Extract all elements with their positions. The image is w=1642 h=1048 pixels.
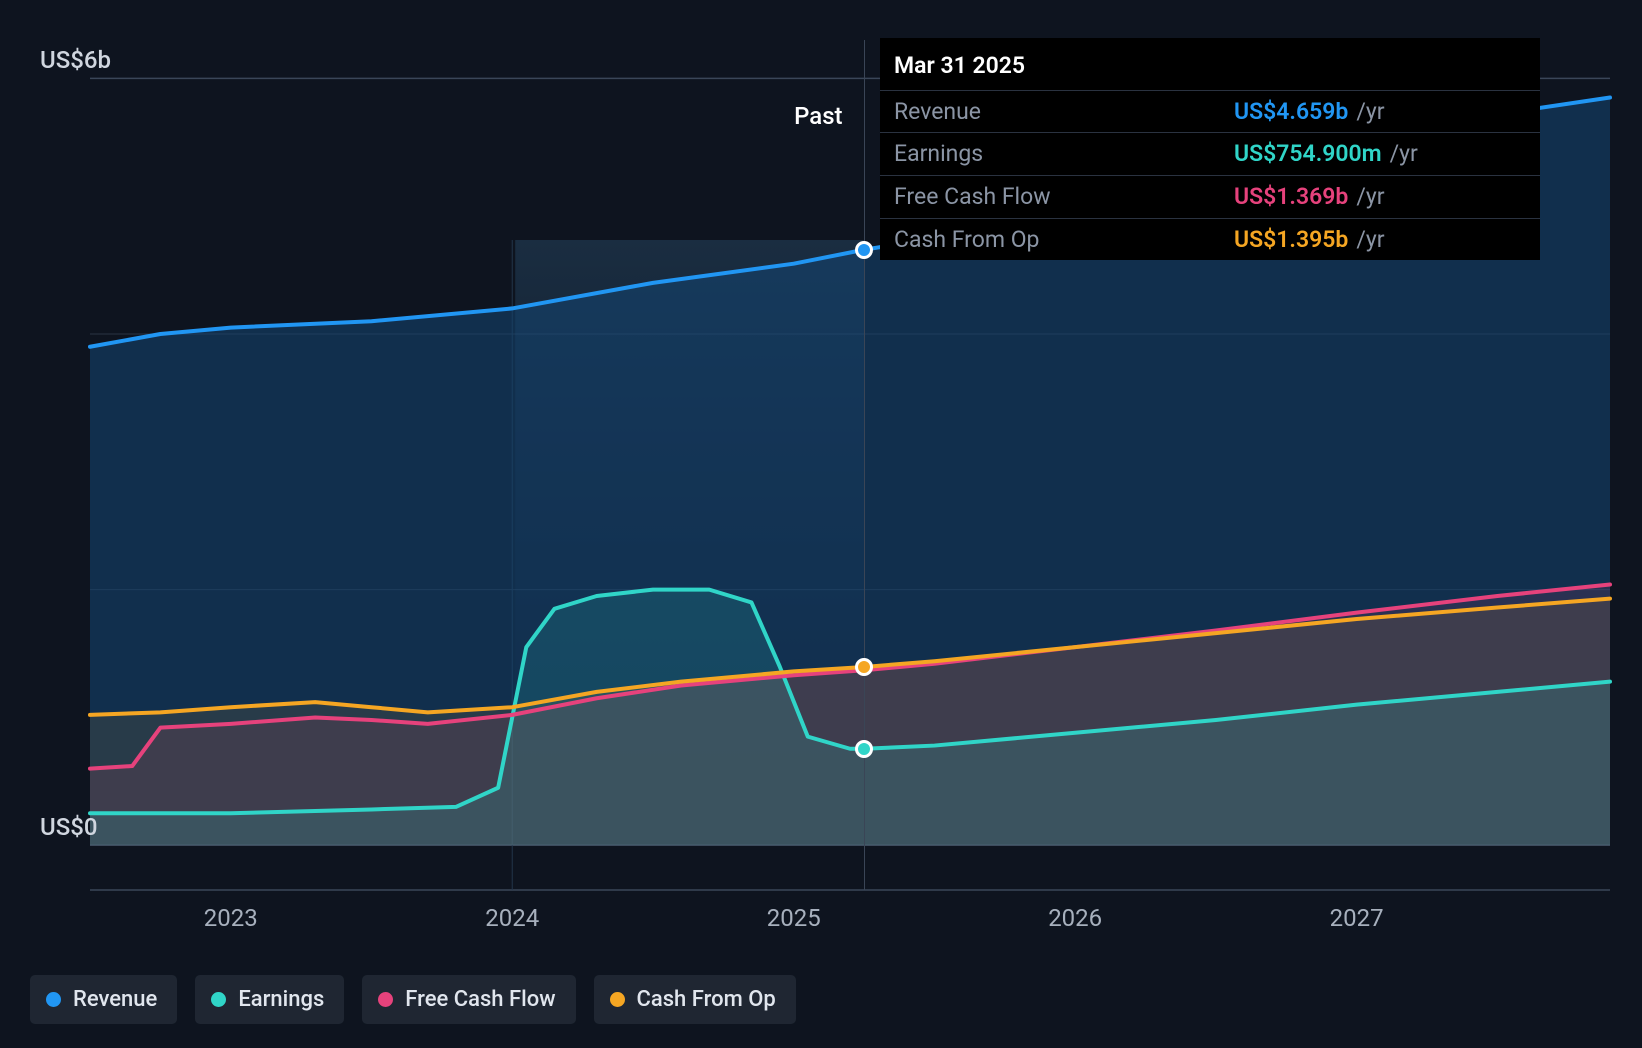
y-axis-label: US$6b bbox=[40, 46, 111, 74]
hover-marker-earnings bbox=[855, 740, 873, 758]
legend-item-label: Cash From Op bbox=[637, 987, 776, 1012]
tooltip-date: Mar 31 2025 bbox=[880, 46, 1540, 90]
tooltip-row: Free Cash FlowUS$1.369b/yr bbox=[880, 175, 1540, 218]
legend-dot-icon bbox=[46, 992, 61, 1007]
legend-item-fcf[interactable]: Free Cash Flow bbox=[362, 975, 575, 1024]
x-axis-label: 2025 bbox=[767, 904, 821, 932]
tooltip-row: Cash From OpUS$1.395b/yr bbox=[880, 218, 1540, 261]
legend-item-label: Revenue bbox=[73, 987, 157, 1012]
split-label-past: Past bbox=[794, 102, 842, 130]
legend-item-earnings[interactable]: Earnings bbox=[195, 975, 344, 1024]
tooltip-row-value: US$754.900m bbox=[1234, 136, 1382, 172]
tooltip-row-value: US$1.369b bbox=[1234, 179, 1348, 215]
legend-dot-icon bbox=[211, 992, 226, 1007]
legend-dot-icon bbox=[378, 992, 393, 1007]
tooltip-row: EarningsUS$754.900m/yr bbox=[880, 132, 1540, 175]
tooltip-row-unit: /yr bbox=[1356, 179, 1384, 215]
tooltip-row-unit: /yr bbox=[1356, 94, 1384, 130]
tooltip-row-label: Cash From Op bbox=[894, 222, 1234, 258]
x-axis-label: 2027 bbox=[1330, 904, 1384, 932]
tooltip-row-label: Free Cash Flow bbox=[894, 179, 1234, 215]
tooltip-row: RevenueUS$4.659b/yr bbox=[880, 90, 1540, 133]
tooltip-row-value: US$4.659b bbox=[1234, 94, 1348, 130]
x-axis-label: 2023 bbox=[204, 904, 258, 932]
x-axis-label: 2024 bbox=[485, 904, 539, 932]
hover-marker-cfo bbox=[855, 658, 873, 676]
hover-vertical-line bbox=[864, 40, 865, 890]
x-axis-label: 2026 bbox=[1048, 904, 1102, 932]
tooltip-row-label: Earnings bbox=[894, 136, 1234, 172]
hover-marker-revenue bbox=[855, 241, 873, 259]
legend-item-label: Free Cash Flow bbox=[405, 987, 555, 1012]
legend-dot-icon bbox=[610, 992, 625, 1007]
legend: Revenue Earnings Free Cash Flow Cash From O… bbox=[30, 975, 796, 1024]
legend-item-label: Earnings bbox=[238, 987, 324, 1012]
financial-forecast-chart[interactable]: US$0US$6b20232024202520262027PastAnalyst… bbox=[30, 20, 1612, 920]
legend-item-cfo[interactable]: Cash From Op bbox=[594, 975, 796, 1024]
legend-item-revenue[interactable]: Revenue bbox=[30, 975, 177, 1024]
tooltip-row-unit: /yr bbox=[1356, 222, 1384, 258]
tooltip-row-label: Revenue bbox=[894, 94, 1234, 130]
hover-tooltip: Mar 31 2025 RevenueUS$4.659b/yrEarningsU… bbox=[880, 38, 1540, 260]
y-axis-label: US$0 bbox=[40, 813, 98, 841]
tooltip-row-value: US$1.395b bbox=[1234, 222, 1348, 258]
tooltip-row-unit: /yr bbox=[1390, 136, 1418, 172]
